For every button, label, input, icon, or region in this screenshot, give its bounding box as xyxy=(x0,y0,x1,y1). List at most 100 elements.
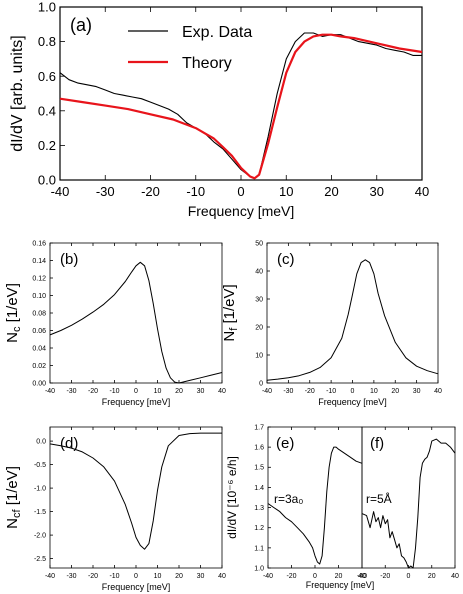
chart-panel-4: -40 -30 -20 -10 0 10 20 30 40 0.0 -0.5 -1.0 -1.5 -2.0… xyxy=(4,426,226,592)
x-axis-label: Frequency [meV] xyxy=(188,203,295,219)
y-tick-label: 0.0 xyxy=(36,439,46,446)
chart-panel-5: -40 -20 0 20 40 1.0 1.1 1.2 1.3 1.4 1.5 1.6 1.7 (e) dI… xyxy=(225,424,366,580)
chart-panel-3: -40 -30 -20 -10 0 10 20 30 40 0 10 20 30 40 50 (c) Frequ… xyxy=(221,240,442,407)
x-tick-label: 0 xyxy=(134,573,138,580)
shared-x-axis-label: Frequency [meV] xyxy=(306,580,375,590)
y-axis-label: dI/dV [10⁻⁶ e/h] xyxy=(225,456,239,539)
x-tick-label: 10 xyxy=(279,184,293,199)
data-line-series-1 xyxy=(266,259,439,381)
y-tick-label: -1.0 xyxy=(34,486,46,493)
y-tick-label: 10 xyxy=(255,352,263,359)
x-tick-label: 30 xyxy=(197,388,205,395)
y-tick-label: 1.0 xyxy=(38,0,56,15)
y-tick-label: 1.5 xyxy=(254,465,264,472)
y-axis-label: Nc [1/eV] xyxy=(4,283,23,343)
x-tick-label: -30 xyxy=(66,573,76,580)
panel-label: (e) xyxy=(276,435,294,452)
x-tick-label: -40 xyxy=(263,573,273,580)
x-tick-label: -20 xyxy=(286,573,296,580)
y-tick-label: 1.7 xyxy=(254,424,264,431)
x-tick-label: 30 xyxy=(197,573,205,580)
x-tick-label: -40 xyxy=(262,388,272,395)
data-line-series-1 xyxy=(267,446,363,565)
y-axis-label: dI/dV [arb. units] xyxy=(9,35,26,152)
y-tick-label: 0.16 xyxy=(32,240,46,247)
x-tick-label: 20 xyxy=(175,573,183,580)
data-line-series-1 xyxy=(59,32,422,179)
x-axis-label: Frequency [meV] xyxy=(102,582,171,592)
x-tick-label: -10 xyxy=(186,184,205,199)
panel-label: (b) xyxy=(60,251,78,268)
y-tick-label: 0.08 xyxy=(32,310,46,317)
x-tick-label: 40 xyxy=(451,573,459,580)
x-tick-label: 20 xyxy=(428,573,436,580)
x-tick-label: 0 xyxy=(237,184,244,199)
y-tick-label: 1.0 xyxy=(254,565,264,572)
x-tick-label: -10 xyxy=(109,573,119,580)
y-tick-label: 1.2 xyxy=(254,525,264,532)
y-tick-label: 40 xyxy=(255,268,263,275)
x-tick-label: 40 xyxy=(358,573,366,580)
y-tick-label: 0.8 xyxy=(38,34,56,49)
y-tick-label: 30 xyxy=(255,296,263,303)
legend-entry: Theory xyxy=(182,55,232,72)
chart-panel-2: -40 -30 -20 -10 0 10 20 30 40 0.00 0.02 0.04 0.06 0.0… xyxy=(4,240,226,407)
panel-label: (f) xyxy=(370,435,384,452)
x-tick-label: -40 xyxy=(51,184,70,199)
y-tick-label: 0.0 xyxy=(38,173,56,188)
y-tick-label: 0.2 xyxy=(38,138,56,153)
y-tick-label: -2.5 xyxy=(34,556,46,563)
y-tick-label: 0.04 xyxy=(32,345,46,352)
legend-entry: Exp. Data xyxy=(182,24,252,41)
y-tick-label: 0.10 xyxy=(32,293,46,300)
panel-label: (d) xyxy=(60,435,78,452)
y-tick-label: 1.3 xyxy=(254,505,264,512)
chart-panel-1: -40 -30 -20 -10 0 10 20 30 40 0.0 0.2 0.4 0.6 0.8 1.0 (… xyxy=(9,0,429,219)
y-tick-label: 1.4 xyxy=(254,485,264,492)
x-tick-label: -20 xyxy=(88,388,98,395)
x-tick-label: -40 xyxy=(357,573,367,580)
x-tick-label: -10 xyxy=(326,388,336,395)
x-tick-label: -30 xyxy=(66,388,76,395)
data-line-series-1 xyxy=(49,432,222,550)
x-tick-label: 10 xyxy=(370,388,378,395)
y-tick-label: 0.06 xyxy=(32,328,46,335)
x-tick-label: -20 xyxy=(141,184,160,199)
x-tick-label: 40 xyxy=(415,184,429,199)
data-line-series-1 xyxy=(361,438,456,569)
x-tick-label: -10 xyxy=(109,388,119,395)
x-tick-label: -30 xyxy=(96,184,115,199)
data-line-series-2 xyxy=(59,33,423,180)
y-tick-label: 0.00 xyxy=(32,380,46,387)
y-tick-label: 0.14 xyxy=(32,258,46,265)
y-tick-label: 0 xyxy=(259,380,263,387)
x-tick-label: -40 xyxy=(45,573,55,580)
y-tick-label: -1.5 xyxy=(34,509,46,516)
x-tick-label: 0 xyxy=(313,573,317,580)
y-tick-label: 0.02 xyxy=(32,363,46,370)
x-tick-label: 30 xyxy=(370,184,384,199)
x-tick-label: 20 xyxy=(175,388,183,395)
panel-label: (c) xyxy=(277,251,295,268)
x-tick-label: -20 xyxy=(305,388,315,395)
panel-annotation: r=3a₀ xyxy=(274,492,303,506)
y-tick-label: 50 xyxy=(255,240,263,247)
x-tick-label: 10 xyxy=(154,388,162,395)
y-tick-label: -0.5 xyxy=(34,462,46,469)
x-tick-label: -30 xyxy=(283,388,293,395)
x-tick-label: 40 xyxy=(434,388,442,395)
x-axis-label: Frequency [meV] xyxy=(102,397,171,407)
y-tick-label: 0.12 xyxy=(32,275,46,282)
x-tick-label: 0 xyxy=(407,573,411,580)
x-tick-label: -20 xyxy=(88,573,98,580)
y-axis-label: Nf [1/eV] xyxy=(221,284,240,341)
x-tick-label: 20 xyxy=(391,388,399,395)
chart-panel-6: -40 -20 0 20 40 (f) r=5Å xyxy=(357,426,459,580)
y-tick-label: 0.4 xyxy=(38,103,56,118)
x-tick-label: -40 xyxy=(45,388,55,395)
y-tick-label: 1.6 xyxy=(254,445,264,452)
y-tick-label: -2.0 xyxy=(34,533,46,540)
y-tick-label: 20 xyxy=(255,324,263,331)
panel-label: (a) xyxy=(70,15,92,35)
